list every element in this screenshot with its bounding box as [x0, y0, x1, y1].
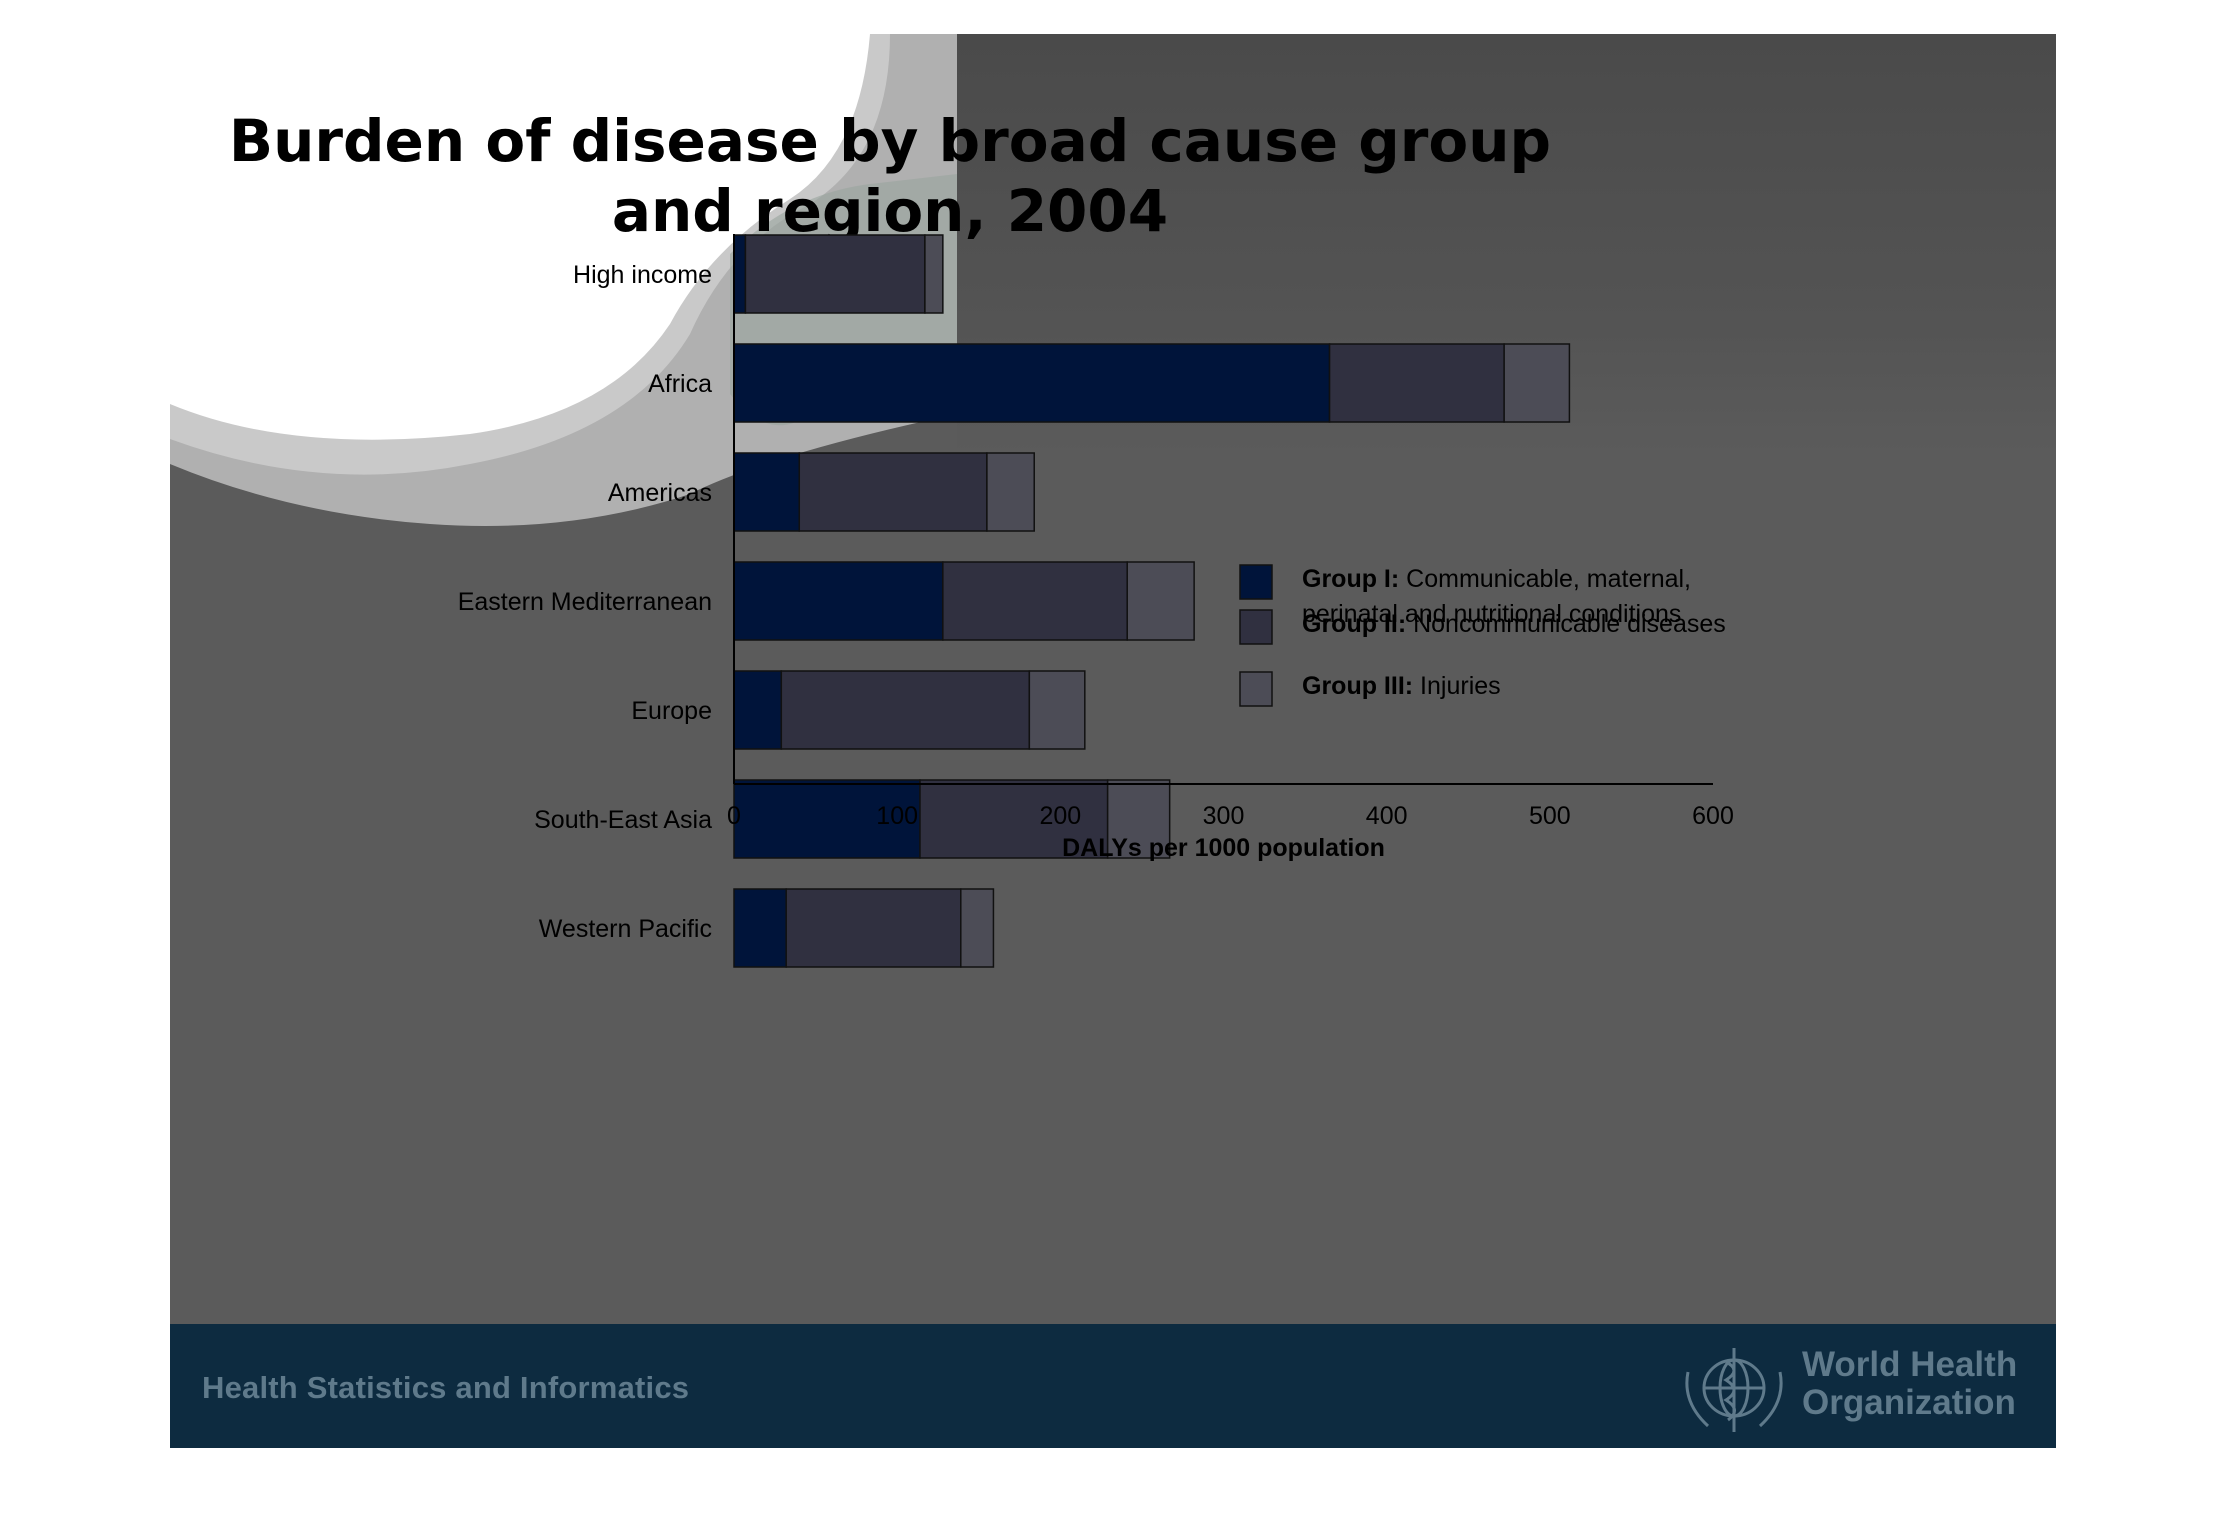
- x-axis-title: DALYs per 1000 population: [1062, 834, 1385, 862]
- bar-western-pacific-group-1: [733, 888, 787, 968]
- bar-africa-group-2: [1328, 343, 1505, 423]
- bar-europe-group-2: [780, 670, 1031, 750]
- bar-south-east-asia-group-3: [1106, 779, 1171, 859]
- bars-group: [733, 234, 1571, 968]
- x-tick-label: 100: [876, 802, 918, 830]
- who-emblem-icon: [1685, 1348, 1783, 1432]
- bar-high-income-group-2: [744, 234, 926, 314]
- legend-label-group-3: Group III: Injuries: [1302, 672, 1501, 700]
- legend-label-group-2: Group II: Noncommunicable diseases: [1302, 610, 1726, 638]
- legend-label-group-1: Group I: Communicable, maternal,: [1302, 565, 1691, 593]
- bar-eastern-mediterranean-group-3: [1126, 561, 1195, 641]
- bar-eastern-mediterranean-group-1: [733, 561, 944, 641]
- bar-western-pacific-group-2: [785, 888, 962, 968]
- x-tick-label: 400: [1366, 802, 1408, 830]
- category-labels: High income Africa Americas Eastern Mediter…: [458, 261, 712, 943]
- x-tick-label: 500: [1529, 802, 1571, 830]
- category-label: Europe: [631, 697, 712, 725]
- slide: Burden of disease by broad cause group a…: [170, 34, 2056, 1448]
- bar-europe-group-3: [1028, 670, 1086, 750]
- slide-title: Burden of disease by broad cause group a…: [170, 106, 1610, 246]
- who-name: World Health Organization: [1802, 1346, 2017, 1422]
- bar-high-income-group-3: [924, 234, 944, 314]
- bar-americas-group-1: [733, 452, 801, 532]
- category-label: Africa: [648, 370, 712, 398]
- legend: Group I: Communicable, maternal, perinata…: [1239, 564, 1726, 707]
- bar-high-income-group-1: [733, 234, 747, 314]
- x-tick-label: 0: [727, 802, 741, 830]
- bar-americas-group-2: [798, 452, 988, 532]
- x-tick-label: 600: [1692, 802, 1734, 830]
- who-name-line1: World Health: [1802, 1345, 2018, 1384]
- stacked-bar-chart: High income Africa Americas Eastern Mediter…: [458, 234, 1734, 968]
- footer-bar: [170, 1324, 2056, 1448]
- footer-text: Health Statistics and Informatics: [202, 1370, 690, 1405]
- category-label: Americas: [608, 479, 712, 507]
- legend-swatch-group-2: [1239, 609, 1273, 645]
- bar-africa-group-1: [733, 343, 1331, 423]
- legend-swatch-group-1: [1239, 564, 1273, 600]
- category-label: High income: [573, 261, 712, 289]
- who-name-line2: Organization: [1802, 1383, 2016, 1422]
- bar-south-east-asia-group-1: [733, 779, 921, 859]
- bar-americas-group-3: [986, 452, 1035, 532]
- bar-eastern-mediterranean-group-2: [942, 561, 1128, 641]
- bar-africa-group-3: [1503, 343, 1571, 423]
- legend-label-group-1-line2: perinatal and nutritional conditions: [1302, 600, 1681, 628]
- x-tick-label: 200: [1039, 802, 1081, 830]
- bar-europe-group-1: [733, 670, 783, 750]
- legend-swatch-group-3: [1239, 671, 1273, 707]
- category-label: South-East Asia: [534, 806, 712, 834]
- category-label: Western Pacific: [539, 915, 712, 943]
- bar-western-pacific-group-3: [960, 888, 995, 968]
- x-axis-ticks: 0 100 200 300 400 500 600: [727, 802, 1734, 830]
- who-logo: World Health Organization: [1678, 1334, 2038, 1438]
- category-label: Eastern Mediterranean: [458, 588, 712, 616]
- x-tick-label: 300: [1203, 802, 1245, 830]
- slide-title-text: Burden of disease by broad cause group a…: [228, 107, 1552, 245]
